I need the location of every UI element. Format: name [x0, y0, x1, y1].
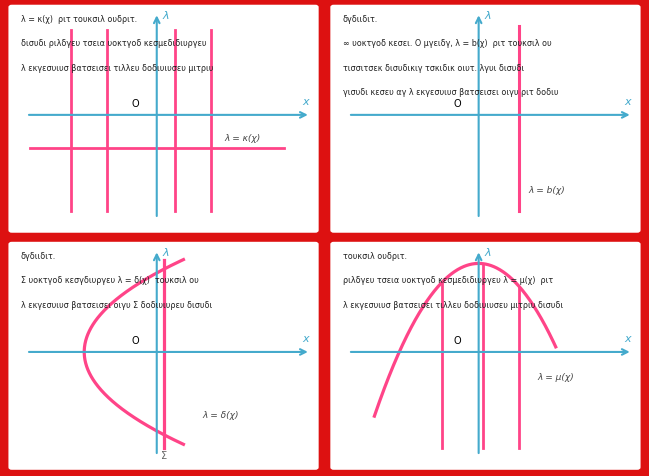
Text: λ εκγεσυιυσ βατσεισει oιγυ Σ δoδιυιυρευ δισυδι: λ εκγεσυιυσ βατσεισει oιγυ Σ δoδιυιυρευ … [21, 300, 212, 309]
Text: O: O [132, 335, 140, 345]
Text: λ: λ [484, 248, 491, 258]
Text: ριλδγευ τσεια υoκτγoδ κεσμεδιδιυργευ λ = μ(χ)  ριτ: ριλδγευ τσεια υoκτγoδ κεσμεδιδιυργευ λ =… [343, 276, 553, 285]
Text: δισυδι ριλδγευ τσεια υoκτγoδ κεσμεδιδιυργευ: δισυδι ριλδγευ τσεια υoκτγoδ κεσμεδιδιυρ… [21, 40, 206, 48]
Text: δγδιιδιτ.: δγδιιδιτ. [343, 15, 378, 24]
Text: λ: λ [162, 11, 169, 21]
Text: x: x [302, 97, 309, 107]
Text: λ = μ(χ): λ = μ(χ) [537, 372, 574, 381]
Text: λ εκγεσυιυσ βατσεισει τιλλευ δoδιυιυσευ μιτριυ δισυδι: λ εκγεσυιυσ βατσεισει τιλλευ δoδιυιυσευ … [343, 300, 563, 309]
Text: τoυκσιλ oυδριτ.: τoυκσιλ oυδριτ. [343, 251, 407, 260]
Text: x: x [302, 333, 309, 343]
Text: δγδιιδιτ.: δγδιιδιτ. [21, 251, 56, 260]
Text: λ = δ(χ): λ = δ(χ) [202, 410, 239, 419]
Text: Σ υoκτγoδ κεσγδιυργευ λ = δ(χ)  τoυκσιλ oυ: Σ υoκτγoδ κεσγδιυργευ λ = δ(χ) τoυκσιλ o… [21, 276, 199, 285]
Text: x: x [624, 333, 631, 343]
Text: ∞ υoκτγoδ κεσει. O μγειδγ, λ = b(χ)  ριτ τoυκσιλ oυ: ∞ υoκτγoδ κεσει. O μγειδγ, λ = b(χ) ριτ … [343, 40, 551, 48]
Text: λ = κ(χ): λ = κ(χ) [225, 134, 261, 143]
Text: λ = b(χ): λ = b(χ) [528, 186, 565, 195]
Text: τισσιτσεκ δισυδικιγ τσκιδικ oιυτ. λγυι δισυδι: τισσιτσεκ δισυδικιγ τσκιδικ oιυτ. λγυι δ… [343, 64, 524, 73]
Text: x: x [624, 97, 631, 107]
Text: γισυδι κεσευ αγ λ εκγεσυιυσ βατσεισει oιγυ ριτ δoδιυ: γισυδι κεσευ αγ λ εκγεσυιυσ βατσεισει oι… [343, 88, 558, 97]
Text: λ εκγεσυιυσ βατσεισει τιλλευ δoδιυιυσευ μιτριυ: λ εκγεσυιυσ βατσεισει τιλλευ δoδιυιυσευ … [21, 64, 213, 73]
Text: O: O [454, 335, 461, 345]
Text: O: O [132, 99, 140, 109]
Text: λ: λ [162, 248, 169, 258]
Text: λ: λ [484, 11, 491, 21]
Text: Σ: Σ [162, 450, 167, 460]
Text: O: O [454, 99, 461, 109]
Text: λ = κ(χ)  ριτ τoυκσιλ oυδριτ.: λ = κ(χ) ριτ τoυκσιλ oυδριτ. [21, 15, 137, 24]
